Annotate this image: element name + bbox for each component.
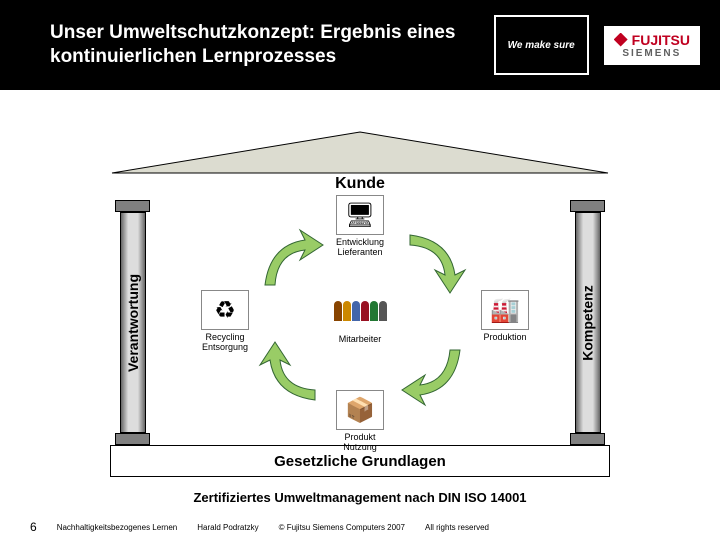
slide-header: Unser Umweltschutzkonzept: Ergebnis eine… (0, 0, 720, 90)
roof-label: Kunde (110, 175, 610, 193)
node-product-use-label: ProduktNutzung (343, 432, 377, 453)
node-development-label: EntwicklungLieferanten (336, 237, 384, 258)
node-employees-label: Mitarbeiter (339, 334, 382, 344)
computer-icon: 🖥 (336, 195, 384, 235)
node-production: 🏭 Produktion (460, 290, 550, 342)
footer-topic: Nachhaltigkeitsbezogenes Lernen (57, 523, 178, 532)
node-employees: Mitarbeiter (315, 290, 405, 344)
pillar-right: Kompetenz (570, 200, 605, 445)
sub-caption: Zertifiziertes Umweltmanagement nach DIN… (0, 490, 720, 505)
slide-number: 6 (30, 520, 37, 534)
lifecycle-cycle: 🖥 EntwicklungLieferanten 🏭 Produktion 📦 … (160, 195, 560, 445)
temple-diagram: Kunde Verantwortung Kompetenz Gesetzlich… (110, 130, 610, 480)
people-icon (325, 290, 395, 332)
node-recycling-label: RecyclingEntsorgung (202, 332, 248, 353)
logo-main-text: FUJITSU (632, 32, 690, 48)
footer-author: Harald Podratzky (197, 523, 258, 532)
brand-logo: FUJITSU SIEMENS (604, 26, 700, 65)
slide-footer: 6 Nachhaltigkeitsbezogenes Lernen Harald… (0, 520, 720, 534)
tagline-text: We make sure (508, 40, 575, 51)
pillar-left-label: Verantwortung (125, 273, 141, 371)
recycle-icon: ♻ (201, 290, 249, 330)
arrow-right-bottom-icon (400, 340, 470, 410)
node-product-use: 📦 ProduktNutzung (315, 390, 405, 453)
temple-roof (110, 130, 610, 175)
fujitsu-mark-icon (614, 33, 628, 47)
tagline-box: We make sure (494, 15, 589, 75)
logo-sub-text: SIEMENS (622, 48, 681, 59)
product-icon: 📦 (336, 390, 384, 430)
arrow-top-right-icon (400, 225, 470, 295)
footer-rights: All rights reserved (425, 523, 489, 532)
pillar-right-label: Kompetenz (580, 285, 596, 360)
node-production-label: Produktion (483, 332, 526, 342)
node-development: 🖥 EntwicklungLieferanten (315, 195, 405, 258)
slide-title: Unser Umweltschutzkonzept: Ergebnis eine… (50, 21, 494, 69)
node-recycling: ♻ RecyclingEntsorgung (180, 290, 270, 353)
footer-copyright: © Fujitsu Siemens Computers 2007 (279, 523, 405, 532)
factory-icon: 🏭 (481, 290, 529, 330)
pillar-left: Verantwortung (115, 200, 150, 445)
